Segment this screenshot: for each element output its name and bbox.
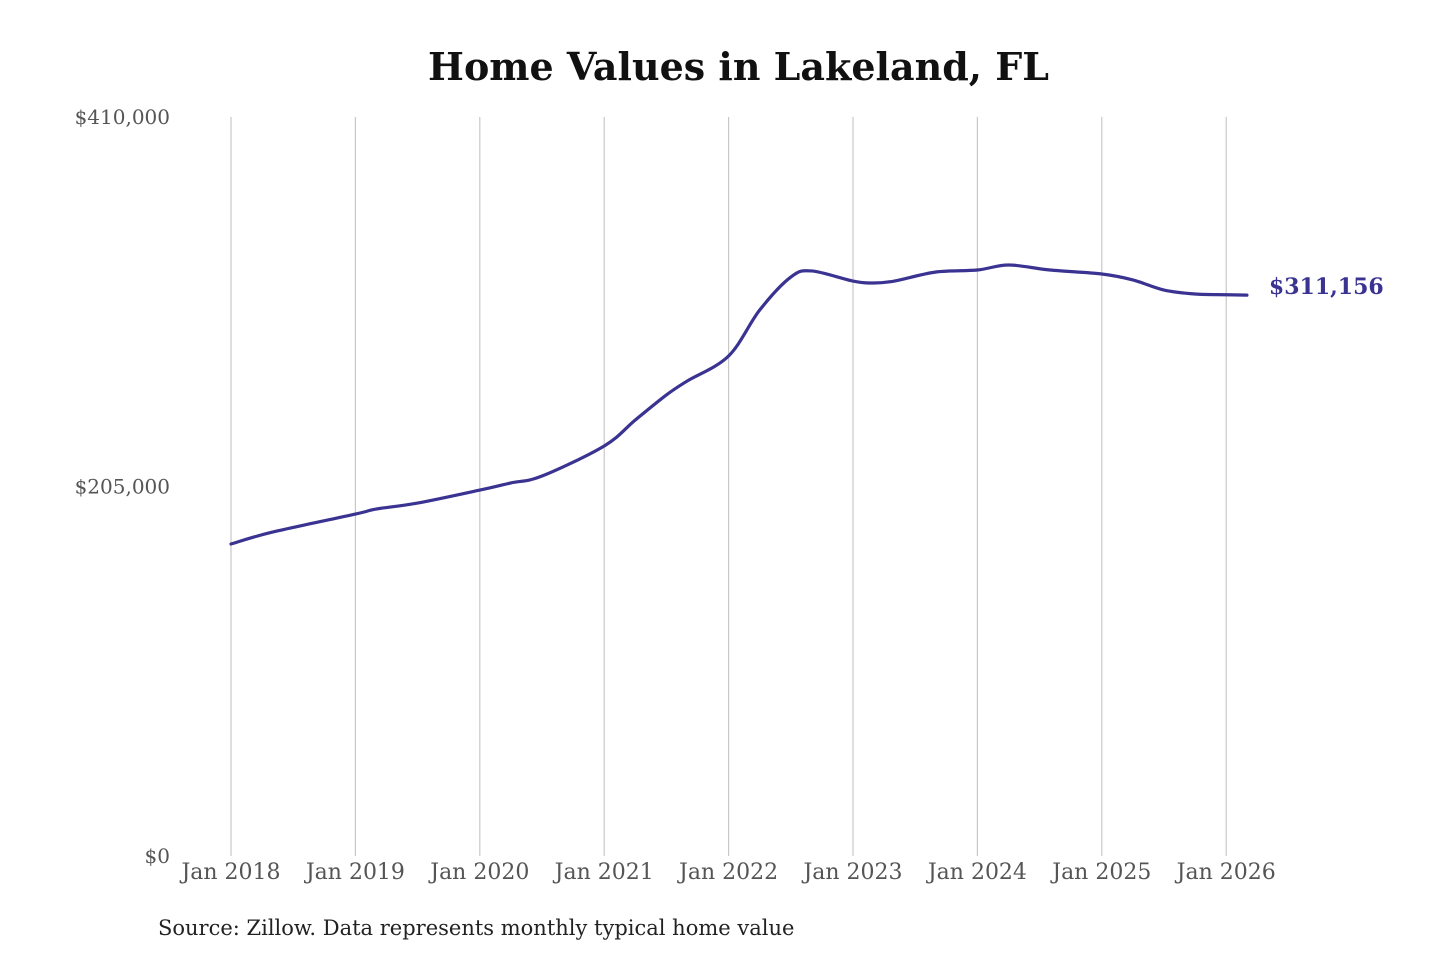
- x-tick-label: Jan 2020: [428, 860, 529, 885]
- x-tick-label: Jan 2024: [926, 860, 1027, 885]
- x-tick-label: Jan 2026: [1175, 860, 1276, 885]
- series-line: [229, 263, 1249, 546]
- y-tick-label: $205,000: [75, 475, 170, 499]
- x-tick-label: Jan 2019: [304, 860, 405, 885]
- end-value-label: $311,156: [1269, 274, 1384, 300]
- x-tick-label: Jan 2021: [553, 860, 654, 885]
- x-tick-label: Jan 2025: [1050, 860, 1151, 885]
- y-tick-label: $410,000: [75, 105, 170, 129]
- source-note: Source: Zillow. Data represents monthly …: [158, 916, 795, 940]
- y-tick-label: $0: [145, 844, 170, 868]
- chart-title: Home Values in Lakeland, FL: [428, 44, 1049, 89]
- x-tick-label: Jan 2023: [801, 860, 902, 885]
- x-tick-label: Jan 2018: [179, 860, 280, 885]
- x-tick-label: Jan 2022: [677, 860, 778, 885]
